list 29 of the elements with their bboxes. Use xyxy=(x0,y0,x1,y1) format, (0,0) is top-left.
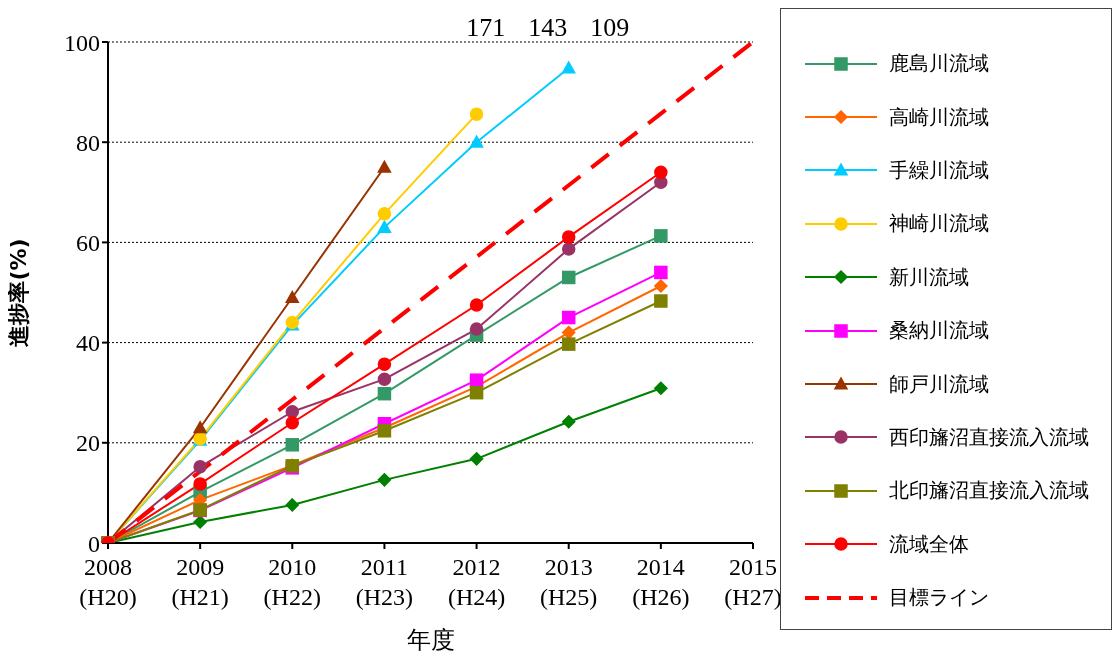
annotation: 143 xyxy=(528,13,568,42)
legend-label: 神崎川流域 xyxy=(889,210,989,238)
y-tick-label: 60 xyxy=(76,229,100,256)
y-tick-label: 80 xyxy=(76,129,100,156)
annotation: 109 xyxy=(590,13,630,42)
legend-label: 新川流域 xyxy=(889,263,969,291)
x-axis-title: 年度 xyxy=(406,626,455,654)
legend-label: 鹿島川流域 xyxy=(889,50,989,78)
y-tick-label: 20 xyxy=(76,430,100,457)
y-tick-label: 100 xyxy=(64,29,100,56)
legend-label: 流域全体 xyxy=(889,530,969,558)
x-tick-label: 2014 (H26) xyxy=(632,554,690,610)
x-tick-label: 2010 (H22) xyxy=(263,554,321,610)
x-tick-label: 2015 (H27) xyxy=(724,554,782,610)
annotation: 171 xyxy=(466,13,506,42)
x-tick-label: 2008 (H20) xyxy=(79,554,137,610)
x-tick-label: 2012 (H24) xyxy=(447,554,506,610)
legend-label: 師戸川流域 xyxy=(889,370,989,398)
legend-label: 西印旛沼直接流入流域 xyxy=(889,423,1089,451)
y-tick-label: 0 xyxy=(88,530,100,557)
legend-label: 北印旛沼直接流入流域 xyxy=(889,477,1089,505)
legend-label: 手繰川流域 xyxy=(889,156,989,184)
legend-label: 目標ライン xyxy=(889,584,989,612)
x-tick-label: 2011 (H23) xyxy=(355,554,414,610)
x-tick-label: 2013 (H25) xyxy=(540,554,598,610)
legend-label: 桑納川流域 xyxy=(889,317,989,345)
y-tick-label: 40 xyxy=(76,330,100,357)
x-tick-label: 2009 (H21) xyxy=(171,554,229,610)
legend-label: 高崎川流域 xyxy=(889,103,989,131)
